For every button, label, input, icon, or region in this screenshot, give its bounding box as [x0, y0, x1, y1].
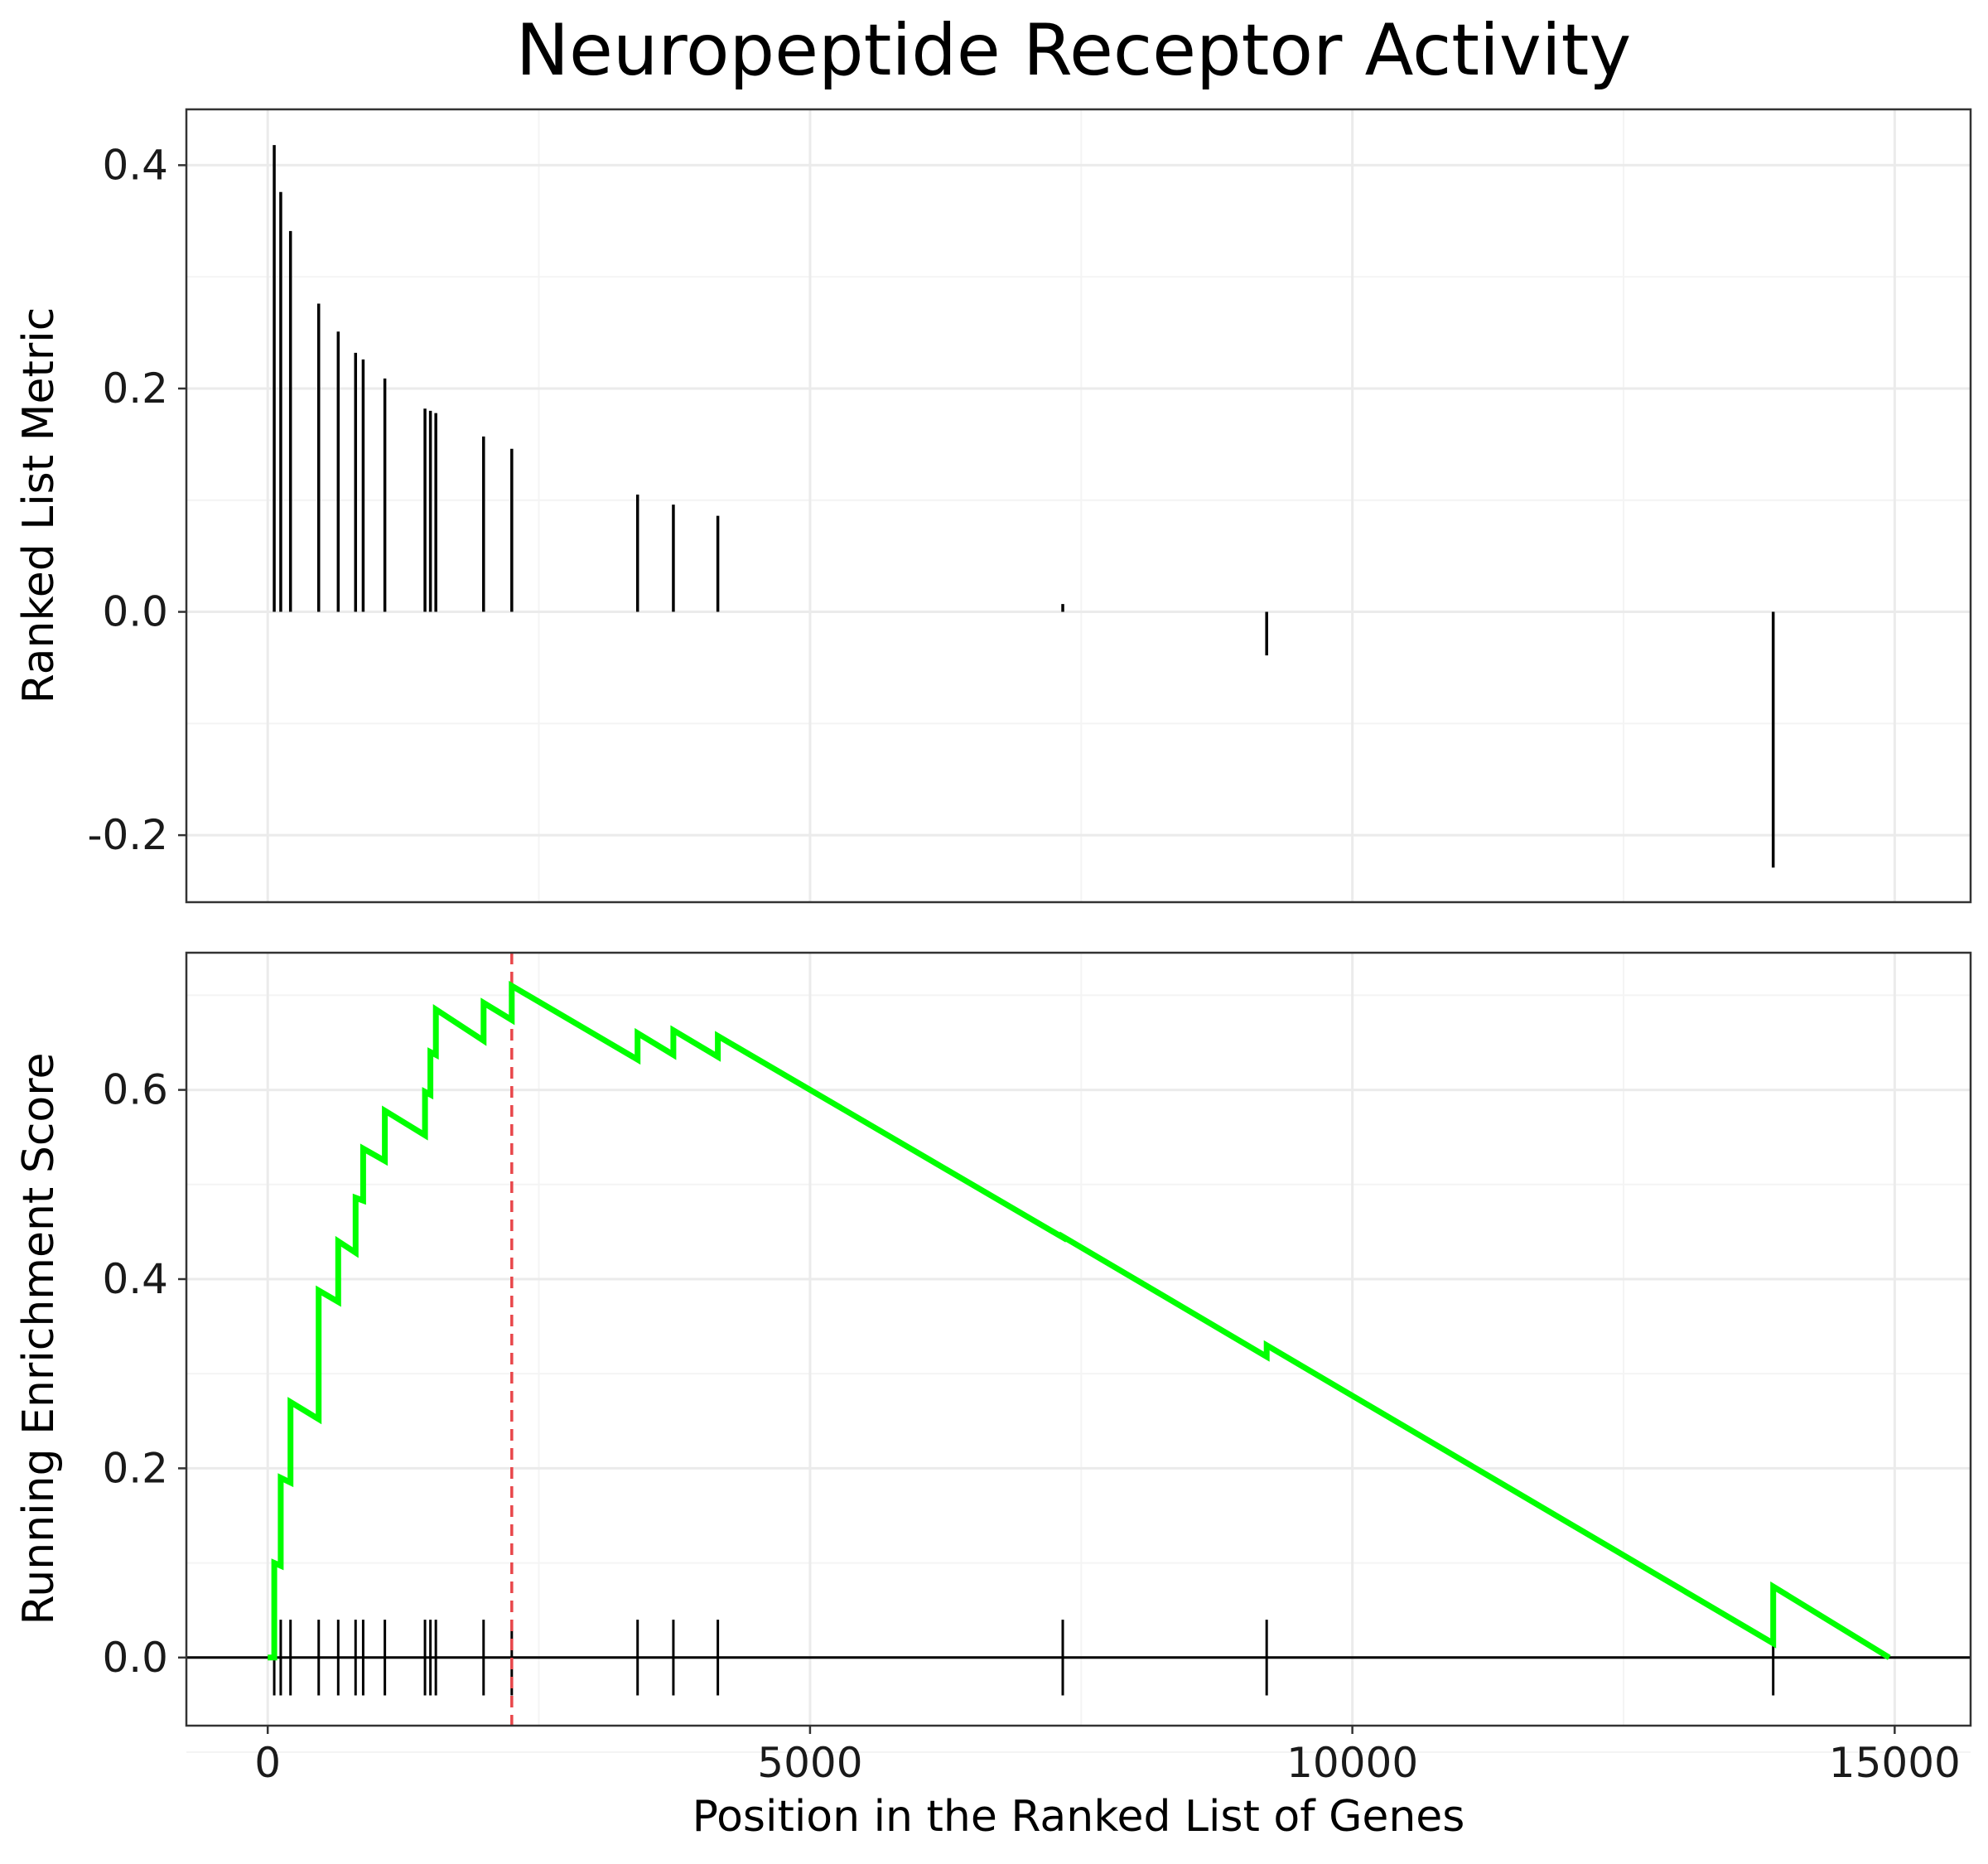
running-enrichment-score-line	[268, 980, 1891, 1661]
bottom-y-tick-label: 0.4	[102, 1255, 168, 1303]
top-y-tick-label: 0.0	[102, 588, 168, 636]
chart-title: Neuropeptide Receptor Activity	[516, 9, 1632, 92]
enrichment-score-panel: 0.0 0.2 0.4 0.6 0 5000 10000 15000 Running Enr…	[14, 951, 1972, 1842]
top-y-axis-title: Ranked List Metric	[14, 307, 64, 704]
ranked-metric-panel: -0.2 0.0 0.2 0.4 Ranked List Metric	[14, 108, 1972, 904]
top-y-axis-ticks: -0.2 0.0 0.2 0.4	[87, 141, 186, 859]
top-y-tick-label: 0.2	[102, 365, 168, 413]
bottom-x-axis-ticks: 0 5000 10000 15000	[254, 1726, 1961, 1787]
top-panel-border	[185, 108, 1972, 904]
bottom-y-axis-title: Running Enrichment Score	[14, 1053, 64, 1625]
bottom-panel-frame	[186, 953, 1971, 1726]
bottom-y-tick-label: 0.6	[102, 1066, 168, 1114]
bottom-panel-border	[185, 951, 1972, 1727]
bottom-y-tick-label: 0.0	[102, 1634, 168, 1682]
x-tick-label: 5000	[757, 1739, 862, 1787]
x-axis-title: Position in the Ranked List of Genes	[692, 1792, 1465, 1842]
bottom-y-tick-label: 0.2	[102, 1444, 168, 1492]
ranked-metric-bars	[273, 145, 1775, 868]
top-y-tick-label: 0.4	[102, 141, 168, 189]
x-tick-label: 10000	[1286, 1739, 1418, 1787]
x-tick-label: 0	[254, 1739, 281, 1787]
bottom-y-axis-ticks: 0.0 0.2 0.4 0.6	[102, 1066, 186, 1682]
top-y-tick-label: -0.2	[87, 811, 168, 859]
top-panel-frame	[186, 109, 1971, 902]
enrichment-score-marks	[186, 953, 1971, 1726]
x-tick-label: 15000	[1829, 1739, 1961, 1787]
